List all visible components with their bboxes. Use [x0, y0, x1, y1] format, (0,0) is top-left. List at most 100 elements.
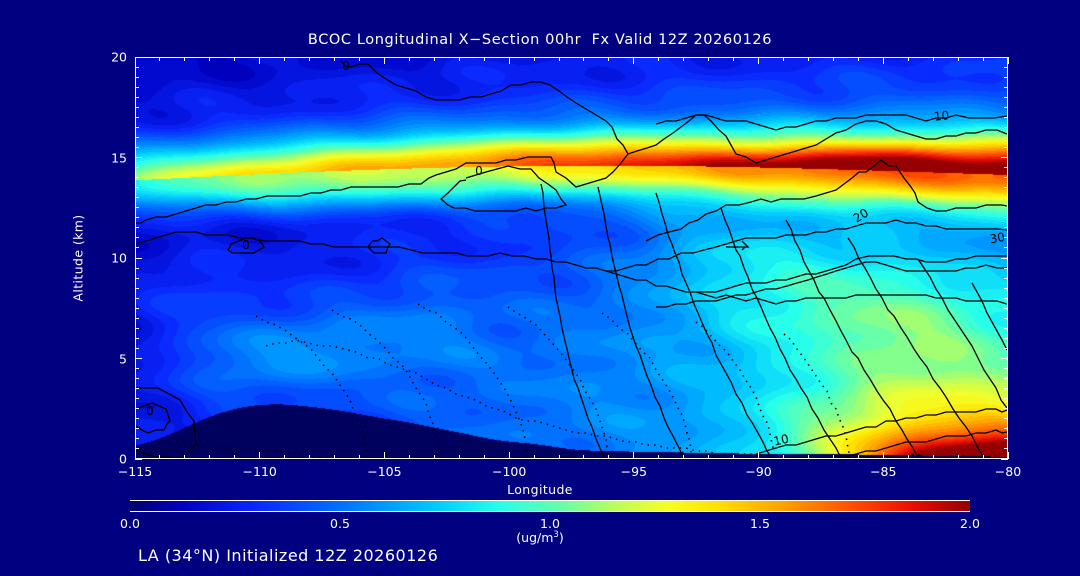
y-tick-minor [1004, 277, 1008, 279]
x-tick-minor [234, 57, 236, 61]
contour-label: 0 [475, 164, 483, 178]
x-tick-minor [907, 57, 909, 61]
y-tick-minor [135, 237, 139, 239]
colorbar-units-label: (ug/m3) [0, 530, 1080, 545]
contour-label: 0 [342, 59, 350, 73]
x-tick-mark [633, 452, 635, 459]
x-tick-minor [309, 57, 311, 61]
x-tick-minor [658, 455, 660, 459]
x-tick-mark [134, 452, 136, 459]
x-tick-label: −115 [117, 464, 153, 479]
x-tick-minor [184, 455, 186, 459]
x-tick-mark [758, 452, 760, 459]
y-tick-minor [1004, 167, 1008, 169]
contour-label: 0 [146, 404, 154, 418]
y-tick-minor [1004, 96, 1008, 98]
y-tick-mark [1001, 458, 1008, 460]
y-tick-minor [135, 66, 139, 68]
x-tick-minor [807, 455, 809, 459]
x-tick-minor [907, 455, 909, 459]
x-tick-minor [533, 57, 535, 61]
x-tick-minor [857, 455, 859, 459]
contour-label: 10 [772, 432, 790, 449]
x-tick-minor [982, 455, 984, 459]
contour-line-solid [597, 186, 685, 458]
y-tick-minor [1004, 307, 1008, 309]
y-tick-minor [135, 378, 139, 380]
x-tick-minor [358, 455, 360, 459]
colorbar-tick-label: 1.5 [750, 516, 770, 531]
y-tick-minor [1004, 398, 1008, 400]
contour-line-solid [655, 114, 1007, 131]
x-tick-minor [608, 455, 610, 459]
y-tick-minor [1004, 388, 1008, 390]
y-tick-minor [1004, 197, 1008, 199]
y-tick-minor [135, 287, 139, 289]
x-tick-minor [932, 455, 934, 459]
x-tick-minor [433, 57, 435, 61]
contour-line-solid [136, 60, 629, 224]
x-tick-mark [882, 57, 884, 64]
y-tick-minor [1004, 418, 1008, 420]
contour-line-dashed [265, 339, 767, 457]
x-tick-minor [234, 455, 236, 459]
x-tick-minor [458, 57, 460, 61]
y-tick-minor [135, 227, 139, 229]
x-axis-label: Longitude [507, 482, 573, 497]
x-tick-mark [882, 452, 884, 459]
contour-line-solid [836, 429, 1007, 458]
y-tick-mark [135, 458, 142, 460]
x-tick-minor [658, 57, 660, 61]
y-tick-minor [1004, 337, 1008, 339]
y-tick-minor [135, 297, 139, 299]
y-tick-minor [1004, 317, 1008, 319]
y-tick-minor [1004, 247, 1008, 249]
y-tick-mark [1001, 157, 1008, 158]
x-tick-minor [708, 57, 710, 61]
contour-line-solid [656, 261, 1007, 308]
x-tick-mark [508, 57, 510, 64]
contour-line-solid [227, 237, 265, 254]
colorbar-tick-label: 0.0 [120, 516, 140, 531]
y-tick-minor [135, 267, 139, 269]
colorbar-tick-label: 1.0 [540, 516, 560, 531]
y-tick-minor [1004, 378, 1008, 380]
x-tick-minor [733, 57, 735, 61]
x-tick-minor [284, 455, 286, 459]
y-tick-minor [135, 187, 139, 189]
x-tick-mark [134, 57, 136, 64]
colorbar-units-text: (ug/m [516, 530, 554, 546]
x-tick-minor [708, 455, 710, 459]
x-tick-minor [408, 455, 410, 459]
x-tick-mark [1007, 452, 1009, 459]
x-tick-minor [783, 455, 784, 459]
x-tick-minor [309, 455, 311, 459]
contour-line-dashed [146, 444, 337, 458]
svg-text:30: 30 [989, 230, 1006, 246]
x-tick-minor [558, 57, 560, 61]
colorbar [130, 500, 970, 512]
contour-line-solid [136, 231, 1007, 305]
y-tick-minor [1004, 297, 1008, 299]
y-tick-minor [135, 428, 139, 430]
y-tick-minor [135, 368, 139, 370]
y-tick-mark [135, 157, 142, 158]
y-tick-minor [1004, 368, 1008, 370]
svg-text:0: 0 [146, 404, 154, 418]
y-tick-minor [1004, 66, 1008, 68]
contour-line-dashed [783, 333, 851, 458]
svg-text:10: 10 [772, 432, 790, 449]
y-tick-minor [135, 116, 139, 118]
y-tick-minor [1004, 146, 1008, 148]
contour-line-solid [847, 237, 985, 458]
contour-line-solid [540, 183, 605, 458]
contour-line-solid [627, 114, 1007, 164]
svg-text:0: 0 [242, 238, 250, 252]
y-tick-minor [1004, 126, 1008, 128]
y-tick-mark [1001, 358, 1008, 359]
y-tick-minor [1004, 267, 1008, 269]
x-tick-minor [783, 57, 784, 61]
y-tick-minor [1004, 187, 1008, 189]
x-tick-minor [982, 57, 984, 61]
contour-label: 0 [242, 238, 250, 252]
